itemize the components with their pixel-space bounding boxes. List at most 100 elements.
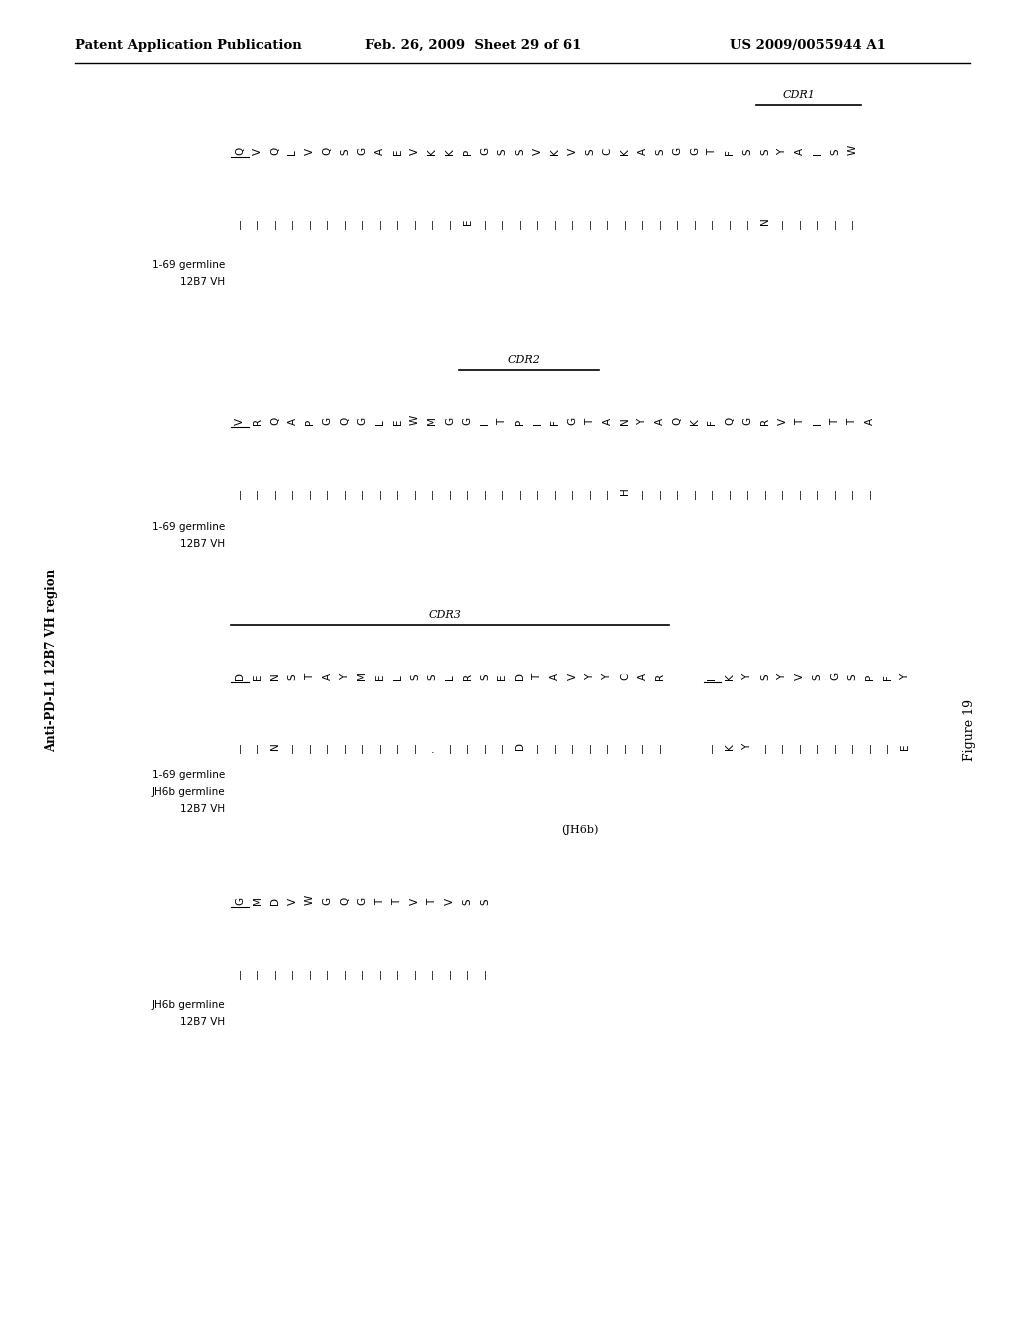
Text: |: | [886, 746, 889, 755]
Text: |: | [431, 220, 434, 230]
Text: Q: Q [673, 417, 683, 425]
Text: V: V [567, 148, 578, 154]
Text: R: R [655, 673, 665, 680]
Text: V: V [410, 898, 420, 906]
Text: R: R [463, 673, 472, 680]
Text: E: E [900, 743, 910, 750]
Text: CDR2: CDR2 [507, 355, 541, 366]
Text: |: | [554, 491, 556, 499]
Text: F: F [725, 149, 735, 154]
Text: |: | [764, 491, 766, 499]
Text: K: K [725, 673, 735, 680]
Text: |: | [344, 746, 346, 755]
Text: G: G [445, 417, 455, 425]
Text: G: G [357, 417, 368, 425]
Text: V: V [410, 148, 420, 154]
Text: T: T [375, 899, 385, 906]
Text: |: | [273, 491, 276, 499]
Text: |: | [816, 220, 819, 230]
Text: S: S [812, 673, 822, 680]
Text: K: K [620, 148, 630, 154]
Text: |: | [344, 220, 346, 230]
Text: |: | [431, 970, 434, 979]
Text: Figure 19: Figure 19 [964, 700, 977, 762]
Text: |: | [834, 491, 837, 499]
Text: A: A [638, 673, 647, 680]
Text: |: | [728, 220, 731, 230]
Text: |: | [379, 746, 381, 755]
Text: N: N [270, 742, 280, 750]
Text: 12B7 VH: 12B7 VH [180, 277, 225, 286]
Text: T: T [498, 418, 508, 425]
Text: |: | [414, 970, 417, 979]
Text: |: | [239, 491, 242, 499]
Text: T: T [427, 899, 437, 906]
Text: CDR3: CDR3 [429, 610, 462, 620]
Text: S: S [515, 148, 525, 154]
Text: V: V [532, 148, 543, 154]
Text: Y: Y [340, 673, 350, 680]
Text: |: | [326, 220, 329, 230]
Text: |: | [868, 746, 871, 755]
Text: V: V [567, 673, 578, 680]
Text: A: A [638, 148, 647, 154]
Text: |: | [326, 746, 329, 755]
Text: E: E [375, 673, 385, 680]
Text: M: M [253, 896, 262, 906]
Text: |: | [606, 746, 609, 755]
Text: Y: Y [602, 673, 612, 680]
Text: |: | [239, 970, 242, 979]
Text: H: H [620, 487, 630, 495]
Text: V: V [288, 898, 298, 906]
Text: |: | [449, 746, 452, 755]
Text: |: | [483, 491, 486, 499]
Text: S: S [288, 673, 298, 680]
Text: |: | [693, 220, 696, 230]
Text: |: | [816, 491, 819, 499]
Text: R: R [253, 418, 262, 425]
Text: |: | [816, 746, 819, 755]
Text: |: | [449, 491, 452, 499]
Text: Q: Q [270, 147, 280, 154]
Text: 1-69 germline: 1-69 germline [152, 521, 225, 532]
Text: E: E [392, 418, 402, 425]
Text: S: S [340, 148, 350, 154]
Text: A: A [323, 673, 333, 680]
Text: Q: Q [323, 147, 333, 154]
Text: .: . [431, 744, 434, 755]
Text: |: | [256, 970, 259, 979]
Text: Y: Y [742, 743, 753, 750]
Text: |: | [834, 220, 837, 230]
Text: |: | [256, 491, 259, 499]
Text: |: | [851, 491, 854, 499]
Text: Feb. 26, 2009  Sheet 29 of 61: Feb. 26, 2009 Sheet 29 of 61 [365, 38, 582, 51]
Text: |: | [483, 746, 486, 755]
Text: D: D [515, 672, 525, 680]
Text: |: | [501, 746, 504, 755]
Text: |: | [641, 220, 644, 230]
Text: |: | [239, 746, 242, 755]
Text: |: | [799, 491, 802, 499]
Text: |: | [589, 220, 592, 230]
Text: 12B7 VH: 12B7 VH [180, 804, 225, 814]
Text: |: | [379, 970, 381, 979]
Text: |: | [693, 491, 696, 499]
Text: |: | [658, 220, 662, 230]
Text: G: G [323, 417, 333, 425]
Text: |: | [851, 220, 854, 230]
Text: |: | [291, 746, 294, 755]
Text: S: S [463, 899, 472, 906]
Text: T: T [830, 418, 840, 425]
Text: T: T [848, 418, 857, 425]
Text: |: | [273, 220, 276, 230]
Text: T: T [795, 418, 805, 425]
Text: L: L [375, 420, 385, 425]
Text: |: | [449, 220, 452, 230]
Text: |: | [781, 491, 784, 499]
Text: G: G [830, 672, 840, 680]
Text: |: | [571, 220, 573, 230]
Text: W: W [305, 895, 315, 906]
Text: T: T [305, 673, 315, 680]
Text: |: | [799, 220, 802, 230]
Text: G: G [480, 147, 490, 154]
